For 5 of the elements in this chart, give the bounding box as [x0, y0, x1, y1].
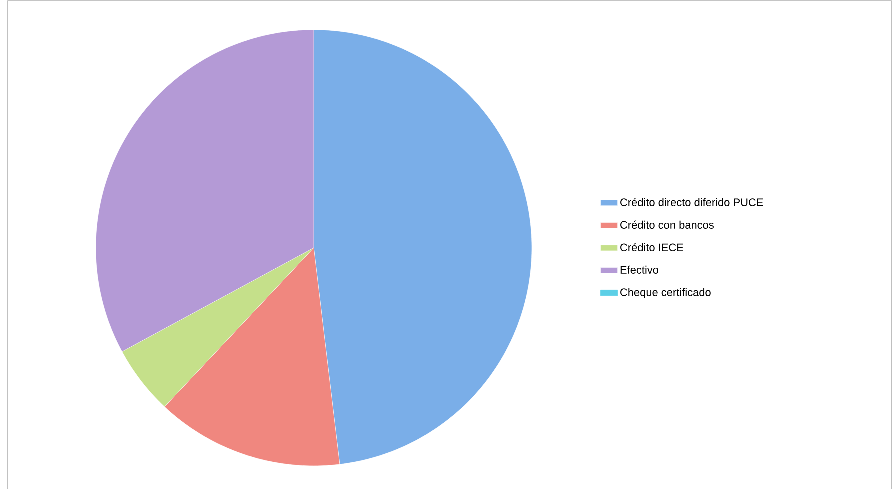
legend-label: Efectivo: [620, 266, 659, 274]
legend-label: Cheque certificado: [620, 288, 711, 299]
legend-label: Crédito IECE: [620, 243, 684, 252]
legend-label: Crédito directo diferido PUCE: [620, 198, 764, 206]
legend-label: Crédito con bancos: [620, 220, 714, 229]
